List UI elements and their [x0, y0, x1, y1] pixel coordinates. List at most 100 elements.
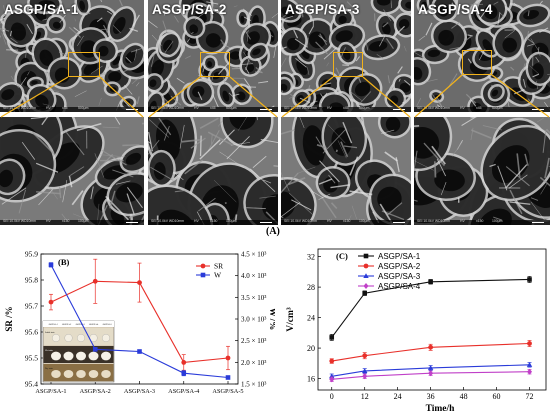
sem-info-bar: SEI 10.0kV WD10mm HV x45 500μm [0, 106, 144, 112]
sem-info-text: 100μm [78, 219, 89, 223]
sem-info-text: 100μm [226, 219, 237, 223]
y2-tick-label: 2.5 × 10³ [241, 337, 266, 345]
sem-info-text: HV [327, 106, 332, 110]
sem-info-text: x45 [210, 106, 216, 110]
sem-info-bar: SEI 10.0kV WD10mm HV x45 500μm [281, 106, 411, 112]
sem-info-text: SEI 10.0kV WD10mm [417, 219, 450, 223]
data-point [428, 344, 434, 350]
zoom-region-box [68, 52, 100, 77]
scale-bar [126, 109, 138, 110]
sem-info-text: HV [194, 106, 199, 110]
data-point [526, 362, 533, 367]
data-point [92, 347, 98, 352]
sem-info-text: x45 [343, 106, 349, 110]
data-point [427, 365, 434, 370]
data-point [361, 368, 368, 373]
sem-info-bar: SEI 10.0kV WD10mm HV x150 100μm [0, 219, 144, 225]
data-point [329, 358, 335, 364]
sem-info-text: SEI 10.0kV WD10mm [284, 106, 317, 110]
y-tick-label: 95.4 [25, 380, 38, 389]
sem-info-text: 500μm [78, 106, 89, 110]
data-point [181, 370, 187, 376]
x-tick-label: ASGP/SA-2 [80, 388, 111, 395]
sem-info-text: SEI 10.0kV WD10mm [3, 219, 36, 223]
inset-header-label: ASGP/SA-4 [89, 323, 98, 326]
sem-info-text: SEI 10.0kV WD10mm [417, 106, 450, 110]
sem-info-text: HV [327, 219, 332, 223]
legend-marker [200, 263, 206, 269]
y2-axis-label: W /% [268, 308, 275, 331]
legend-label: W [214, 271, 222, 280]
data-point [329, 335, 335, 340]
y-tick-label: 16 [307, 375, 315, 384]
x-tick-label: ASGP/SA-1 [35, 388, 66, 395]
data-point [137, 280, 142, 285]
scale-bar [532, 109, 544, 110]
sem-info-text: SEI 10.0kV WD10mm [151, 106, 184, 110]
data-point [329, 376, 335, 383]
sample-title: ASGP/SA-4 [418, 2, 493, 17]
sem-zoom-image: SEI 10.0kV WD10mm HV x150 100μm [281, 117, 411, 225]
zoom-region-box [200, 52, 230, 77]
sem-info-text: x150 [343, 219, 351, 223]
y-axis-label: V/cm³ [286, 307, 296, 332]
sem-info-text: SEI 10.0kV WD10mm [3, 106, 36, 110]
sem-info-text: 500μm [359, 106, 370, 110]
x-tick-label: ASGP/SA-3 [124, 388, 155, 395]
sem-info-text: 500μm [226, 106, 237, 110]
sem-info-text: HV [194, 219, 199, 223]
data-point [362, 373, 368, 380]
x-tick-label: 60 [493, 392, 501, 401]
y-tick-label: 95.8 [25, 276, 38, 285]
scale-bar [260, 222, 272, 223]
data-point [362, 353, 368, 359]
sem-info-text: x150 [210, 219, 218, 223]
inset-row-label: Initial state [45, 332, 55, 334]
y2-tick-label: 4.0 × 10³ [241, 272, 266, 280]
legend-label: SR [214, 262, 223, 271]
legend-label: ASGP/SA-4 [378, 282, 421, 291]
legend-marker [200, 272, 206, 278]
scale-bar [532, 222, 544, 223]
data-point [48, 299, 54, 305]
inset-row-label: Wet state [45, 350, 53, 352]
series-line [331, 278, 530, 338]
data-point [362, 290, 367, 296]
data-point [181, 360, 187, 365]
sample-title: ASGP/SA-2 [152, 2, 227, 17]
sem-overview-image: ASGP/SA-1 SEI 10.0kV WD10mm HV x45 500μm [0, 0, 144, 112]
zoom-region-box [333, 52, 363, 77]
scale-bar [393, 222, 405, 223]
x-tick-label: 24 [394, 392, 402, 401]
data-point [428, 279, 433, 285]
legend-label: ASGP/SA-1 [378, 252, 421, 261]
y-tick-label: 24 [307, 314, 315, 323]
inset-row-label: Dry state [45, 368, 53, 370]
sem-info-bar: SEI 10.0kV WD10mm HV x150 100μm [281, 219, 411, 225]
legend-label: ASGP/SA-3 [378, 272, 421, 281]
sem-info-bar: SEI 10.0kV WD10mm HV x45 500μm [148, 106, 278, 112]
x-tick-label: ASGP/SA-4 [168, 388, 200, 395]
hydrogel-photo-inset: ASGP/SA-1 ASGP/SA-2 ASGP/SA-3 ASGP/SA-4 ASGP… [42, 320, 115, 383]
data-point [137, 349, 142, 354]
series-line [331, 364, 530, 377]
scale-bar [126, 222, 138, 223]
sem-info-text: 100μm [359, 219, 370, 223]
sem-zoom-image: SEI 10.0kV WD10mm HV x150 100μm [148, 117, 278, 225]
y-tick-label: 95.6 [25, 328, 38, 337]
sem-info-bar: SEI 10.0kV WD10mm HV x45 500μm [414, 106, 550, 112]
sem-overview-image: ASGP/SA-4 SEI 10.0kV WD10mm HV x45 500μm [414, 0, 550, 112]
data-point [527, 341, 532, 346]
legend: SRW [196, 262, 223, 280]
legend-marker [363, 263, 369, 269]
y2-tick-label: 3.5 × 10³ [241, 294, 266, 302]
sem-info-bar: SEI 10.0kV WD10mm HV x150 100μm [148, 219, 278, 225]
x-tick-label: 48 [460, 392, 468, 401]
panel-label: (B) [58, 257, 70, 267]
y-tick-label: 95.7 [25, 302, 38, 311]
data-point [92, 278, 98, 284]
legend-marker [363, 273, 369, 278]
volume-time-chart: 16 20 24 28 32 0 12 24 36 48 60 72 Time/h V/cm³ (C) ASG… [286, 248, 547, 414]
sem-info-text: HV [46, 219, 51, 223]
